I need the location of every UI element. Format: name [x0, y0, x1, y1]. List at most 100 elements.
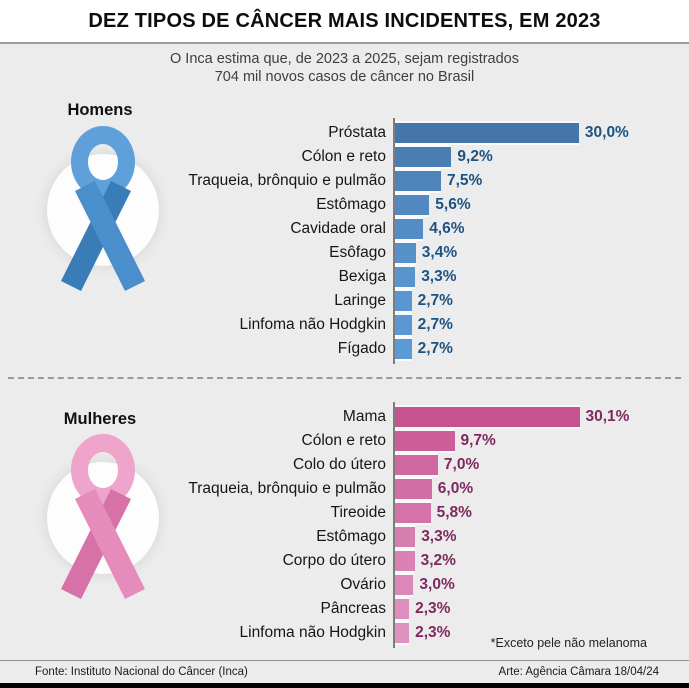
value-label: 3,2%	[420, 552, 456, 569]
value-label: 3,4%	[421, 244, 458, 261]
men-group-label: Homens	[67, 101, 133, 119]
value-label: 2,3%	[415, 600, 451, 617]
bar-track: 2,7%	[393, 337, 689, 361]
bar	[395, 525, 416, 549]
category-label: Estômago	[316, 528, 386, 545]
bar-track: 2,3%	[393, 621, 689, 645]
value-label: 2,7%	[417, 316, 453, 333]
bar	[395, 597, 410, 621]
value-label: 3,3%	[421, 528, 457, 545]
men-chart-section: Homens Próstata 30,0% Cólon e reto 9,2% Traq…	[0, 92, 689, 372]
category-label: Colo do útero	[292, 456, 386, 473]
value-label: 5,8%	[436, 504, 472, 521]
bar	[395, 573, 414, 597]
bar-track: 30,1%	[393, 405, 689, 429]
men-bars: Próstata 30,0% Cólon e reto 9,2% Traqueia, b…	[0, 118, 689, 364]
bar-track: 9,7%	[393, 429, 689, 453]
subtitle-line-2: 704 mil novos casos de câncer no Brasil	[214, 69, 475, 85]
bar	[395, 337, 412, 361]
bar	[395, 265, 416, 289]
bar	[395, 217, 424, 241]
men-axis-top-stub	[393, 118, 689, 121]
bar-row: Ovário 3,0%	[0, 573, 689, 597]
blue-awareness-ribbon-icon	[61, 126, 145, 291]
category-label: Cólon e reto	[301, 148, 386, 165]
category-label: Laringe	[334, 292, 386, 309]
women-axis-bottom-stub	[393, 645, 689, 648]
value-label: 7,0%	[443, 456, 480, 473]
bar	[395, 621, 410, 645]
category-label: Linfoma não Hodgkin	[239, 624, 387, 641]
bar-track: 3,0%	[393, 573, 689, 597]
bar-track: 2,7%	[393, 289, 689, 313]
bar-row: Cavidade oral 4,6%	[0, 217, 689, 241]
bar	[395, 121, 579, 145]
bar-row: Próstata 30,0%	[0, 121, 689, 145]
women-legend-column: Mulheres	[0, 382, 200, 648]
bar	[395, 145, 452, 169]
bar-row: Laringe 2,7%	[0, 289, 689, 313]
value-label: 6,0%	[437, 480, 474, 497]
category-label: Tireoide	[330, 504, 386, 521]
value-label: 3,0%	[419, 576, 455, 593]
value-label: 5,6%	[435, 196, 471, 213]
page-title: DEZ TIPOS DE CÂNCER MAIS INCIDENTES, EM …	[88, 9, 601, 32]
bar-row: Fígado 2,7%	[0, 337, 689, 361]
footnote: *Exceto pele não melanoma	[490, 636, 647, 650]
bar-row: Cólon e reto 9,2%	[0, 145, 689, 169]
category-label: Traqueia, brônquio e pulmão	[188, 172, 386, 189]
men-legend-column: Homens	[0, 92, 200, 372]
source-credit: Fonte: Instituto Nacional do Câncer (Inc…	[35, 666, 248, 678]
art-credit: Arte: Agência Câmara 18/04/24	[498, 666, 659, 678]
pink-awareness-ribbon-icon	[61, 434, 145, 599]
bar-track: 2,3%	[393, 597, 689, 621]
category-label: Fígado	[337, 340, 386, 357]
value-label: 3,3%	[421, 268, 457, 285]
value-label: 4,6%	[429, 220, 465, 237]
category-label: Mama	[342, 408, 386, 425]
bar	[395, 313, 412, 337]
category-label: Linfoma não Hodgkin	[239, 316, 387, 333]
section-divider	[8, 377, 681, 379]
value-label: 30,0%	[584, 124, 629, 141]
bar-row: Corpo do útero 3,2%	[0, 549, 689, 573]
bar-row: Mama 30,1%	[0, 405, 689, 429]
bar-row: Pâncreas 2,3%	[0, 597, 689, 621]
category-label: Esôfago	[329, 244, 386, 261]
bar-track: 3,2%	[393, 549, 689, 573]
bar-track: 3,3%	[393, 525, 689, 549]
bar	[395, 241, 416, 265]
category-label: Corpo do útero	[282, 552, 386, 569]
category-label: Cólon e reto	[301, 432, 386, 449]
bar-track: 6,0%	[393, 477, 689, 501]
category-label: Traqueia, brônquio e pulmão	[188, 480, 386, 497]
value-label: 2,3%	[415, 624, 451, 641]
bar	[395, 169, 441, 193]
bar	[395, 193, 430, 217]
men-axis-bottom-stub	[393, 361, 689, 364]
footer: Fonte: Instituto Nacional do Câncer (Inc…	[0, 660, 689, 683]
bar-row: Traqueia, brônquio e pulmão 6,0%	[0, 477, 689, 501]
value-label: 9,2%	[457, 148, 493, 165]
bar-track: 4,6%	[393, 217, 689, 241]
women-axis-top-stub	[393, 402, 689, 405]
bar-track: 7,5%	[393, 169, 689, 193]
bar-row: Cólon e reto 9,7%	[0, 429, 689, 453]
bar-track: 5,6%	[393, 193, 689, 217]
value-label: 30,1%	[585, 408, 630, 425]
bar	[395, 453, 438, 477]
bar-row: Linfoma não Hodgkin 2,7%	[0, 313, 689, 337]
bar-row: Colo do útero 7,0%	[0, 453, 689, 477]
bar-row: Traqueia, brônquio e pulmão 7,5%	[0, 169, 689, 193]
bar	[395, 477, 432, 501]
category-label: Cavidade oral	[290, 220, 386, 237]
bar-row: Estômago 3,3%	[0, 525, 689, 549]
women-chart-section: Mulheres Mama 30,1% Cólon e reto 9,7% Colo d…	[0, 382, 689, 648]
category-label: Estômago	[316, 196, 386, 213]
bottom-black-bar	[0, 683, 689, 688]
bar	[395, 289, 412, 313]
bar-track: 3,3%	[393, 265, 689, 289]
value-label: 9,7%	[460, 432, 496, 449]
subtitle: O Inca estima que, de 2023 a 2025, sejam…	[0, 50, 689, 86]
